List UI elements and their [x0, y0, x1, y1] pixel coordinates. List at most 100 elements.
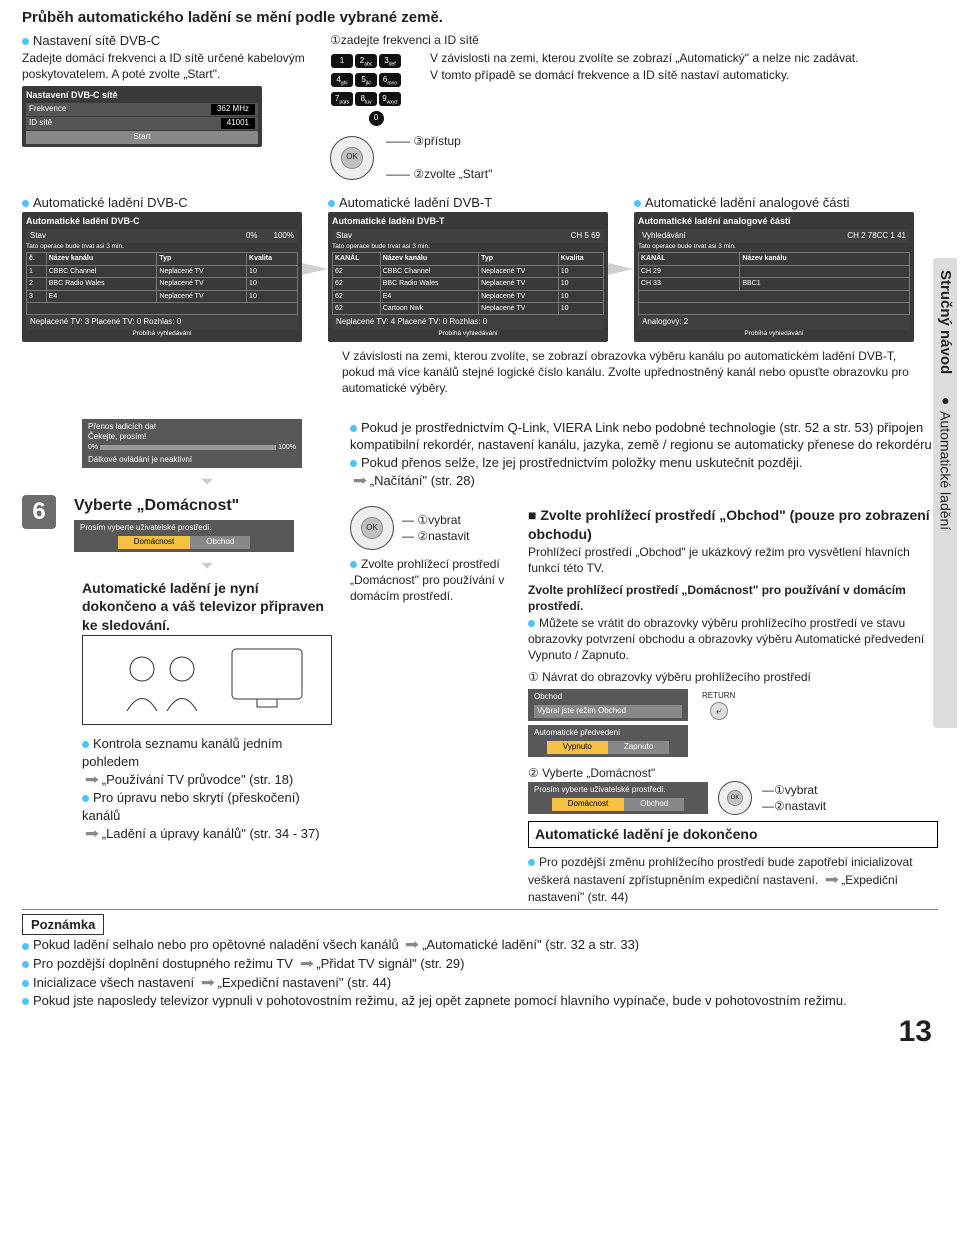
nav-steps: — ①vybrat — ②nastavit: [402, 512, 469, 544]
check2-text: Pro úpravu nebo skrytí (přeskočení) kaná…: [82, 790, 300, 823]
dvbc-form-title: Nastavení DVB-C sítě: [26, 89, 258, 101]
return-icon: ⤶: [710, 702, 728, 720]
id-row: ID sítě 41001: [26, 117, 258, 130]
check2: Pro úpravu nebo skrytí (přeskočení) kaná…: [82, 789, 332, 824]
dvbt-wait: Tato operace bude trvat asi 3 min.: [332, 243, 604, 252]
keypad-icon: 12abc3def 4ghi5jkl6mno 7pqrs8tuv9wxyz 0: [330, 50, 422, 127]
freq-label: Frekvence: [29, 104, 66, 115]
note2: Pro pozdější doplnění dostupného režimu …: [22, 954, 938, 973]
qfail-para: Pokud přenos selže, lze jej prostřednict…: [350, 454, 938, 472]
note4: Pokud jste naposledy televizor vypnuli v…: [22, 992, 938, 1010]
transfer-remote-off: Dálkové ovládání je neaktivní: [88, 455, 296, 466]
dvbt-label: Automatické ladění DVB-T: [328, 194, 608, 212]
shop-heading: ■ Zvolte prohlížecí prostředí „Obchod" (…: [528, 506, 938, 544]
shop-done-bar: Automatické ladění je dokončeno: [528, 821, 938, 848]
opt-shop-2: Obchod: [624, 798, 684, 811]
check1-text: Kontrola seznamu kanálů jedním pohledem: [82, 736, 282, 769]
transfer-panel: Přenos ladicích dat Čekejte, prosím! 0%1…: [82, 419, 302, 469]
keypad-note-a: V závislosti na zemi, kterou zvolíte se …: [430, 51, 858, 65]
step1-label: ①zadejte frekvenci a ID sítě: [330, 32, 938, 48]
dvbc-head-label: Nastavení sítě DVB-C: [33, 33, 160, 48]
page-number: 13: [22, 1012, 938, 1053]
check1-ref-text: „Používání TV průvodce" (str. 18): [102, 772, 294, 787]
arrow-right-icon-2: ▶: [608, 257, 634, 278]
shop-step2: ② Vyberte „Domácnost": [528, 765, 938, 781]
opt-home: Domácnost: [118, 536, 190, 549]
qfail-ref-text: „Načítání" (str. 28): [370, 473, 475, 488]
keypad-note-b: V tomto případě se domácí frekvence a ID…: [430, 68, 789, 82]
side-tab-main: Stručný návod: [935, 270, 955, 374]
notes-head: Poznámka: [22, 914, 104, 936]
id-value: 41001: [221, 118, 255, 129]
freq-value: 362 MHz: [211, 104, 255, 115]
dvbc-form-panel: Nastavení DVB-C sítě Frekvence 362 MHz ID…: [22, 86, 262, 147]
side-tab: Stručný návod ● Automatické ladění: [933, 258, 957, 728]
transfer-wait: Čekejte, prosím!: [88, 432, 296, 443]
nav-steps-2: —①vybrat —②nastavit: [762, 782, 826, 814]
check1: Kontrola seznamu kanálů jedním pohledem: [82, 735, 332, 770]
check2-ref: ➡„Ladění a úpravy kanálů" (str. 34 - 37): [82, 824, 332, 843]
dvbt-label-text: Automatické ladění DVB-T: [339, 195, 492, 210]
shop-later: Pro pozdější změnu prohlížecího prostřed…: [528, 854, 938, 905]
dvbc-head: Nastavení sítě DVB-C: [22, 32, 312, 50]
opt-shop: Obchod: [190, 536, 250, 549]
qlink-para: Pokud je prostřednictvím Q-Link, VIERA L…: [350, 419, 938, 454]
shop-box2: Automatické předvedení VypnutoZapnuto: [528, 725, 688, 757]
note1: Pokud ladění selhalo nebo pro opětovné n…: [22, 935, 938, 954]
dvbt-table: KANÁLNázev kanáluTypKvalita 62CBBC Chann…: [332, 252, 604, 315]
shop-box2-title: Automatické předvedení: [534, 728, 682, 739]
analog-panel-title: Automatické ladění analogové části: [638, 215, 910, 227]
shop-box1-title: Obchod: [534, 692, 682, 703]
env-prompt-2: Prosím vyberte uživatelské prostředí.: [534, 785, 702, 796]
opt-home-2: Domácnost: [552, 798, 624, 811]
dvbc-table: č.Název kanáluTypKvalita 1CBBC ChannelNe…: [26, 252, 298, 315]
dvbc-label: Automatické ladění DVB-C: [22, 194, 302, 212]
dvbc-label-text: Automatické ladění DVB-C: [33, 195, 188, 210]
dvbt-panel-title: Automatické ladění DVB-T: [332, 215, 604, 227]
qlink-text: Pokud je prostřednictvím Q-Link, VIERA L…: [350, 420, 935, 453]
nav-select-label: vybrat: [428, 513, 461, 527]
illustration-icon: [102, 641, 312, 719]
shop-para: Prohlížecí prostředí „Obchod" je ukázkov…: [528, 544, 938, 576]
step3-text: přístup: [424, 134, 461, 148]
step6-heading: Vyberte „Domácnost": [74, 495, 294, 517]
dvbc-text: Zadejte domácí frekvenci a ID sítě určen…: [22, 50, 312, 82]
shop-box1-msg: Vybral jste režim Obchod: [534, 705, 682, 718]
side-tab-sub: ● Automatické ladění: [936, 392, 955, 530]
tuning-row: Automatické ladění DVB-C Automatické lad…: [22, 194, 938, 342]
arrow-down-icon-2: ▼: [82, 558, 332, 572]
env-select-panel: Prosím vyberte uživatelské prostředí. Do…: [74, 520, 294, 552]
check2-ref-text: „Ladění a úpravy kanálů" (str. 34 - 37): [102, 826, 320, 841]
analog-label-text: Automatické ladění analogové části: [645, 195, 850, 210]
shop-home-p: Můžete se vrátit do obrazovky výběru pro…: [528, 615, 938, 664]
analog-table: KANÁLNázev kanálu CH 29 CH 33BBC1: [638, 252, 910, 315]
ok-dpad-icon: OK: [330, 136, 374, 180]
check1-ref: ➡„Používání TV průvodce" (str. 18): [82, 770, 332, 789]
ok-dpad-icon-2: OK: [350, 506, 394, 550]
transfer-title: Přenos ladicích dat: [88, 422, 296, 433]
top-title: Průběh automatického ladění se mění podl…: [22, 8, 938, 28]
dvbc-panel-title: Automatické ladění DVB-C: [26, 215, 298, 227]
arrow-right-icon: ▶: [302, 257, 328, 278]
qfail-ref: ➡„Načítání" (str. 28): [350, 471, 938, 490]
freq-row: Frekvence 362 MHz: [26, 103, 258, 116]
step2-text: zvolte „Start": [424, 167, 492, 181]
shop-step1: ① Návrat do obrazovky výběru prohlížecíh…: [528, 669, 938, 685]
dvbc-wait: Tato operace bude trvat asi 3 min.: [26, 243, 298, 252]
return-button: RETURN ⤶: [702, 691, 735, 720]
id-label: ID sítě: [29, 118, 52, 129]
opt-on: Zapnuto: [608, 741, 669, 754]
step1-text: zadejte frekvenci a ID sítě: [341, 33, 479, 47]
analog-panel: Automatické ladění analogové části Vyhle…: [634, 212, 914, 342]
nav-set-label: nastavit: [428, 529, 469, 543]
step3-and-2: —— ③přístup —— ②zvolte „Start": [386, 133, 492, 182]
tuning-done-msg: Automatické ladění je nyní dokončeno a v…: [82, 579, 332, 636]
step-6-badge: 6: [22, 495, 56, 529]
home-tip-text: Zvolte prohlížecí prostředí „Domácnost" …: [350, 557, 504, 603]
shop-box1: Obchod Vybral jste režim Obchod: [528, 689, 688, 721]
opt-off: Vypnuto: [547, 741, 608, 754]
dvbc-panel: Automatické ladění DVB-C Stav0% 100% Tat…: [22, 212, 302, 342]
ok-dpad-icon-3: OK: [718, 781, 752, 815]
people-tv-illustration: [82, 635, 332, 725]
analog-label: Automatické ladění analogové části: [634, 194, 914, 212]
